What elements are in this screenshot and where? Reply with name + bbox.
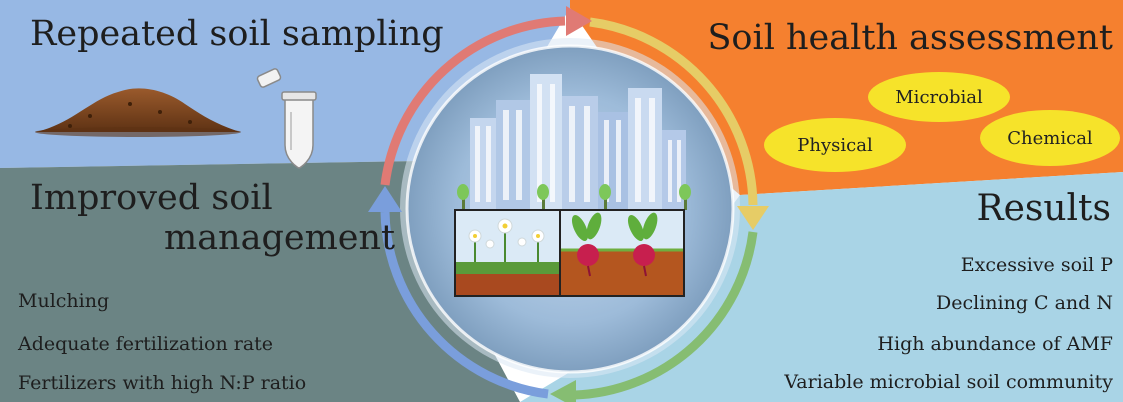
arrowhead-green	[550, 380, 576, 402]
cycle-arrows	[380, 16, 758, 400]
results-title: Results	[976, 188, 1111, 229]
result-item: Declining C and N	[936, 292, 1113, 314]
beets-icon	[559, 209, 685, 297]
improved-soil-management-title-line2: management	[164, 218, 396, 258]
oval-microbial: Microbial	[868, 72, 1010, 122]
flowers-icon	[454, 209, 561, 297]
soil-health-assessment-title: Soil health assessment	[707, 18, 1113, 58]
arrow-yellow	[589, 17, 758, 206]
soil-pile-icon	[35, 88, 241, 137]
arrow-red	[380, 16, 566, 186]
result-item: Excessive soil P	[960, 254, 1113, 276]
arrow-green	[574, 231, 758, 400]
result-item: High abundance of AMF	[877, 333, 1113, 355]
oval-chemical: Chemical	[980, 110, 1120, 166]
trees-icon	[457, 184, 691, 210]
repeated-soil-sampling-title: Repeated soil sampling	[30, 14, 444, 54]
result-item: Variable microbial soil community	[784, 371, 1113, 393]
management-item: Fertilizers with high N:P ratio	[18, 372, 307, 394]
arrowhead-blue	[368, 186, 402, 212]
city-skyline-icon	[470, 74, 686, 210]
bottom-left-panel	[0, 160, 520, 402]
management-item: Adequate fertilization rate	[18, 333, 274, 355]
sample-tube-icon	[256, 68, 317, 169]
oval-physical: Physical	[764, 118, 906, 172]
arrowhead-yellow	[737, 206, 769, 230]
improved-soil-management-title-line1: Improved soil	[30, 178, 273, 218]
arrow-blue	[380, 211, 549, 399]
management-item: Mulching	[18, 290, 110, 312]
arrowhead-red	[566, 6, 592, 36]
